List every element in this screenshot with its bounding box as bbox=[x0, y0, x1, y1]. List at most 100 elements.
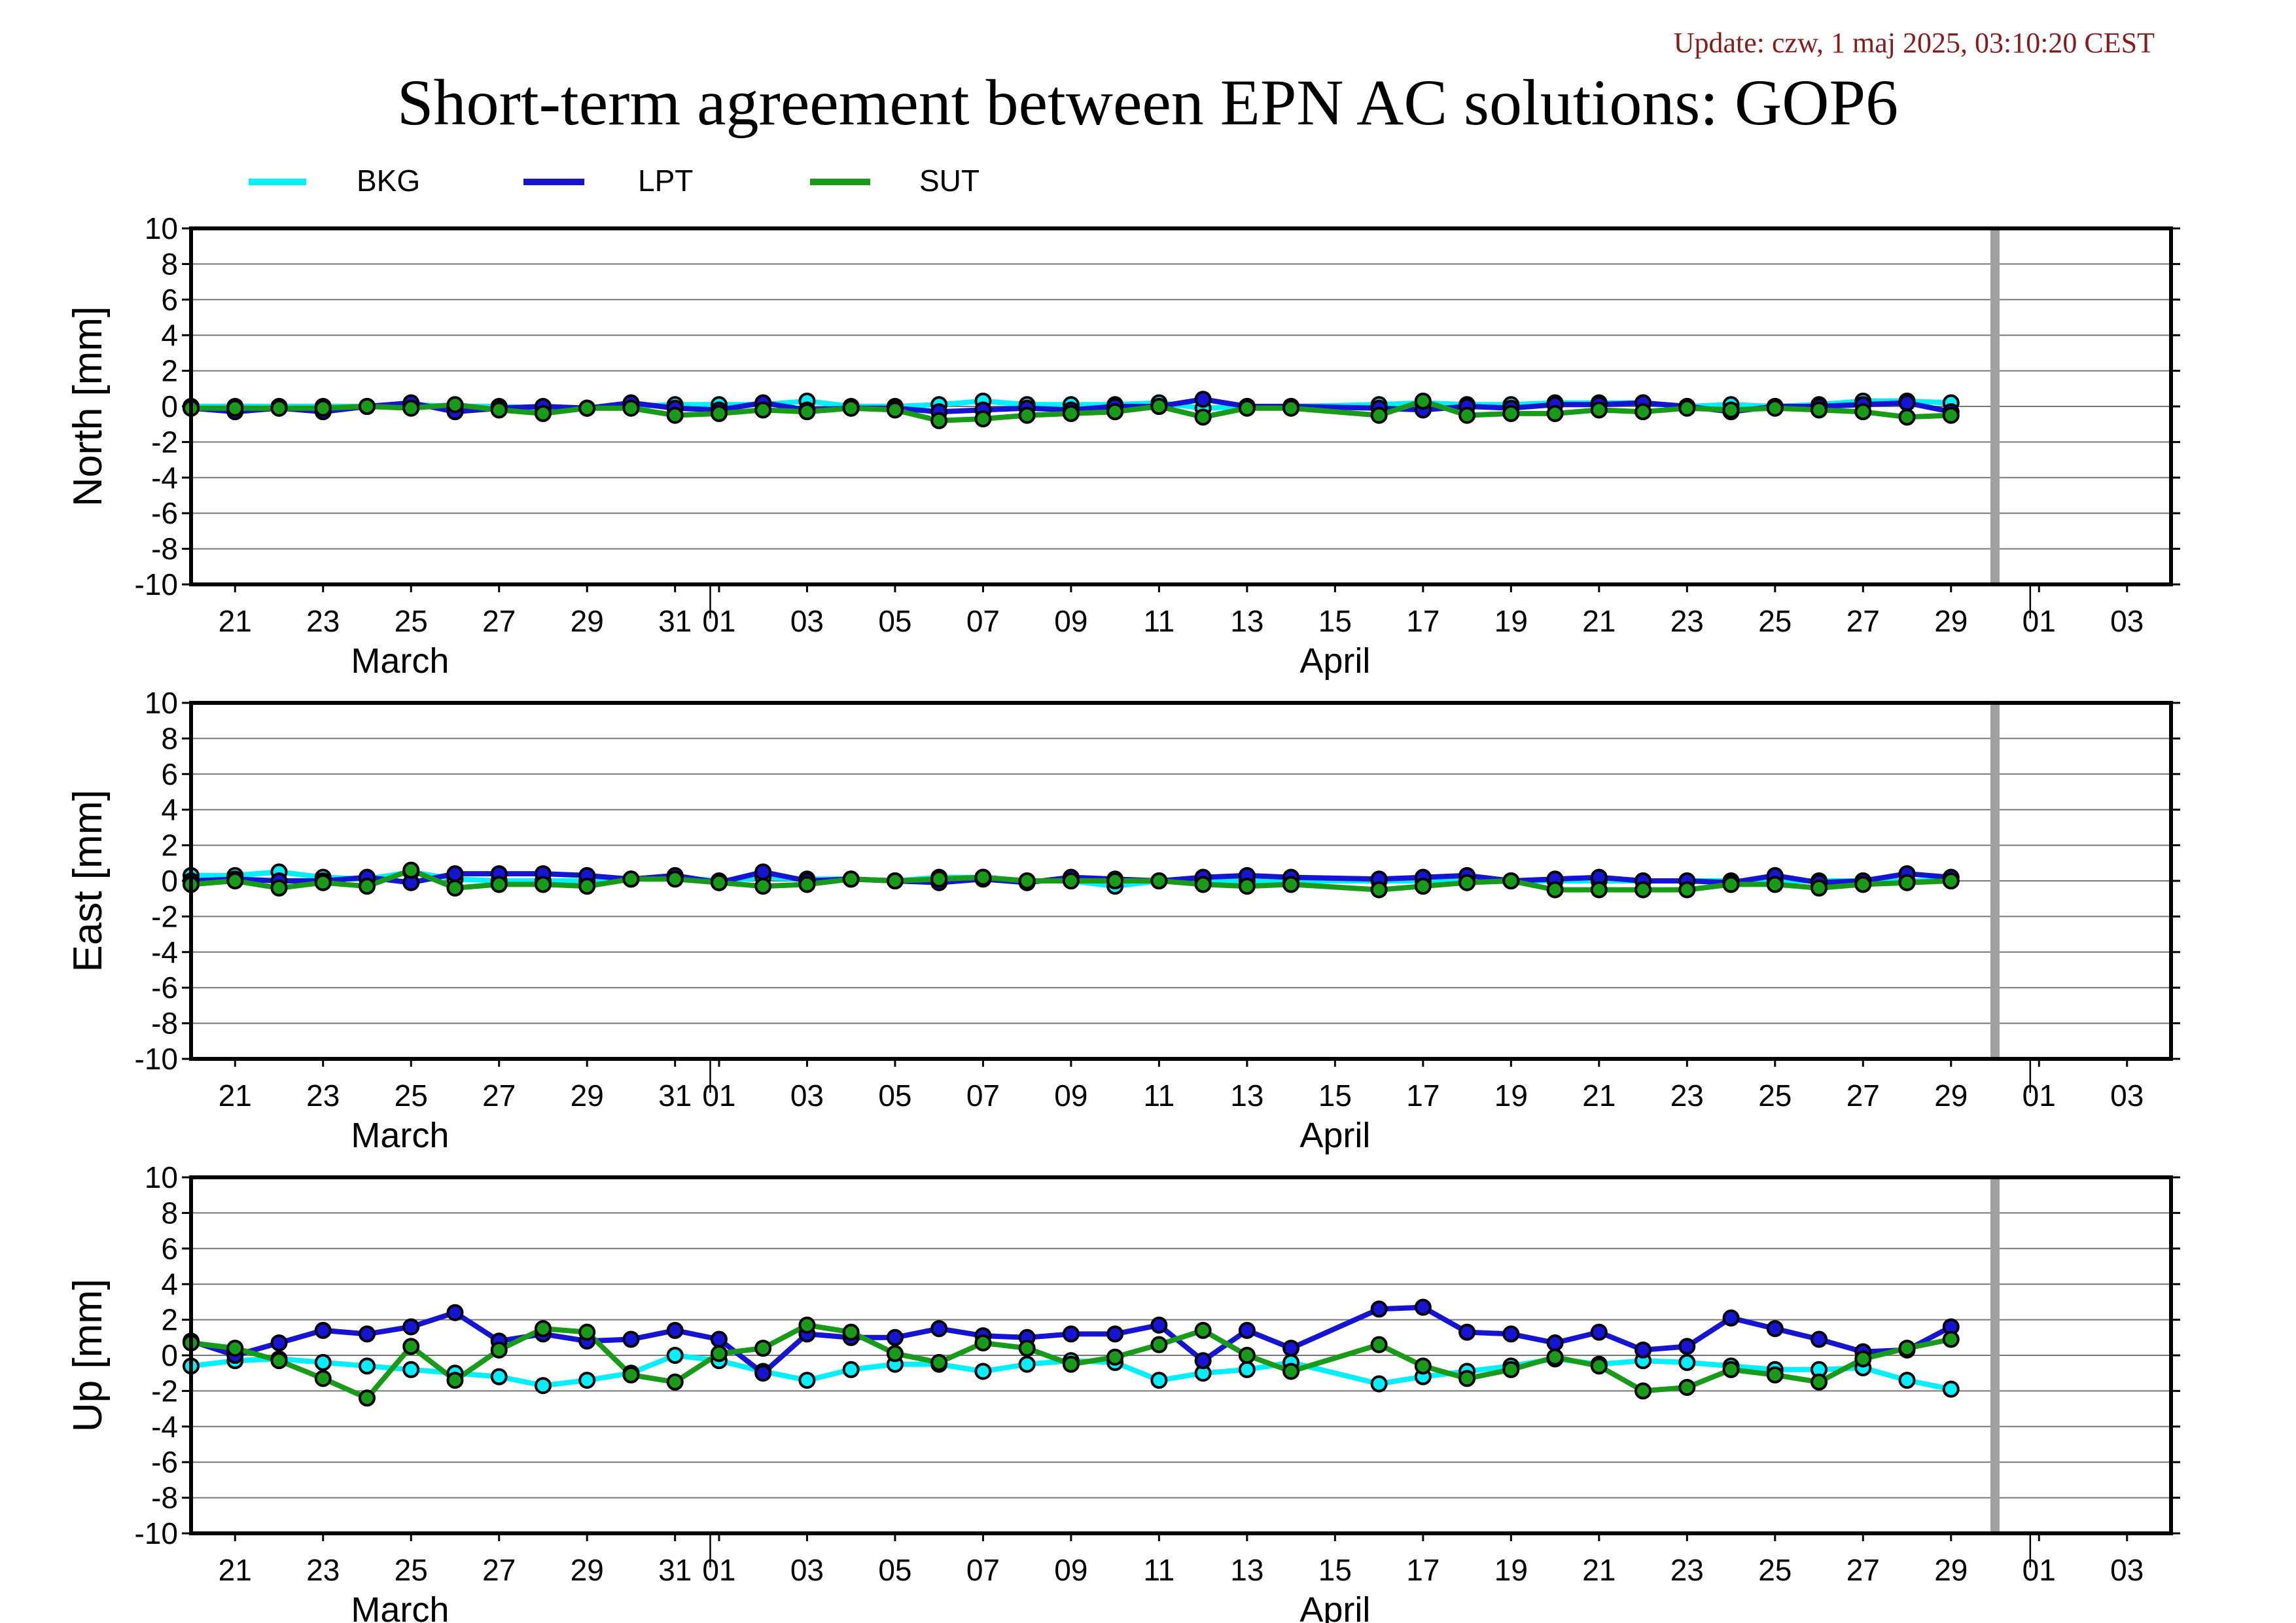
y-tick-label: -2 bbox=[151, 1374, 178, 1408]
data-point-lpt bbox=[1678, 1338, 1696, 1355]
data-point-sut bbox=[1370, 406, 1388, 424]
y-tick-label: -8 bbox=[151, 1481, 178, 1515]
data-point-lpt bbox=[886, 1329, 904, 1346]
data-point-sut bbox=[270, 879, 288, 897]
data-point-lpt bbox=[1766, 1320, 1784, 1338]
data-point-sut bbox=[710, 874, 728, 891]
data-point-sut bbox=[358, 398, 376, 415]
x-tick-label: 29 bbox=[571, 1553, 604, 1587]
data-point-sut bbox=[666, 406, 684, 424]
x-tick-label: 21 bbox=[219, 1079, 252, 1113]
x-tick-label: 19 bbox=[1494, 1079, 1528, 1113]
data-point-sut bbox=[358, 878, 376, 895]
data-point-sut bbox=[446, 396, 464, 414]
y-tick-label: -4 bbox=[151, 1410, 178, 1444]
data-point-sut bbox=[886, 1345, 904, 1363]
x-tick-label: 29 bbox=[1934, 1079, 1968, 1113]
legend-label-lpt: LPT bbox=[638, 164, 693, 198]
data-point-sut bbox=[1722, 876, 1740, 893]
data-point-sut bbox=[1546, 881, 1564, 899]
x-tick-label: 13 bbox=[1230, 1079, 1263, 1113]
data-point-sut bbox=[1194, 1321, 1212, 1339]
data-point-sut bbox=[710, 1345, 728, 1363]
data-point-bkg bbox=[1678, 1353, 1696, 1371]
data-point-lpt bbox=[1546, 1334, 1564, 1351]
data-point-sut bbox=[1106, 1348, 1124, 1366]
x-tick-label: 23 bbox=[306, 604, 340, 638]
data-point-bkg bbox=[1370, 1375, 1388, 1393]
data-point-sut bbox=[314, 399, 332, 417]
data-point-sut bbox=[1150, 1336, 1168, 1353]
data-point-sut bbox=[1150, 398, 1168, 415]
data-point-sut bbox=[1370, 881, 1388, 899]
data-point-lpt bbox=[446, 1304, 464, 1321]
x-tick-label: 01 bbox=[2022, 604, 2056, 638]
x-tick-label: 31 bbox=[658, 604, 692, 638]
data-point-lpt bbox=[622, 1330, 640, 1348]
data-point-lpt bbox=[1810, 1330, 1828, 1348]
y-axis-label: East [mm] bbox=[65, 789, 111, 972]
y-tick-label: 0 bbox=[161, 1338, 178, 1372]
data-point-sut bbox=[974, 410, 992, 428]
data-point-sut bbox=[842, 1323, 860, 1341]
data-point-sut bbox=[578, 399, 596, 417]
month-label: March bbox=[351, 1590, 449, 1623]
data-point-sut bbox=[1238, 878, 1256, 895]
x-tick-label: 11 bbox=[1143, 1079, 1174, 1113]
data-point-bkg bbox=[534, 1377, 552, 1395]
data-point-lpt bbox=[1062, 1325, 1080, 1343]
data-point-sut bbox=[446, 1372, 464, 1389]
data-point-sut bbox=[1766, 1366, 1784, 1383]
y-tick-label: 10 bbox=[145, 1160, 178, 1194]
x-tick-label: 01 bbox=[702, 1553, 735, 1587]
data-point-sut bbox=[1150, 872, 1168, 889]
x-tick-label: 21 bbox=[219, 604, 252, 638]
x-tick-label: 07 bbox=[966, 1553, 1000, 1587]
series-line-lpt bbox=[190, 397, 1952, 415]
data-point-sut bbox=[490, 401, 508, 419]
x-tick-label: 25 bbox=[395, 1553, 428, 1587]
data-point-sut bbox=[930, 870, 948, 888]
data-point-sut bbox=[886, 872, 904, 889]
data-point-lpt bbox=[1722, 1309, 1740, 1327]
x-tick-label: 21 bbox=[1582, 604, 1616, 638]
data-point-sut bbox=[622, 870, 640, 888]
month-label: April bbox=[1299, 641, 1370, 681]
x-tick-label: 11 bbox=[1143, 1553, 1174, 1587]
x-tick-label: 03 bbox=[790, 1553, 824, 1587]
data-point-sut bbox=[1546, 404, 1564, 422]
data-point-sut bbox=[798, 403, 816, 421]
data-point-sut bbox=[1194, 876, 1212, 893]
x-tick-label: 05 bbox=[878, 604, 911, 638]
data-point-sut bbox=[1458, 874, 1476, 891]
x-tick-label: 25 bbox=[1758, 604, 1792, 638]
x-tick-label: 09 bbox=[1054, 1553, 1087, 1587]
data-point-sut bbox=[1854, 403, 1872, 421]
data-point-sut bbox=[1414, 1357, 1432, 1375]
data-point-sut bbox=[974, 868, 992, 886]
data-point-sut bbox=[402, 1338, 420, 1355]
data-point-sut bbox=[1370, 1336, 1388, 1353]
x-tick-label: 17 bbox=[1406, 604, 1439, 638]
x-tick-label: 13 bbox=[1230, 604, 1263, 638]
x-tick-label: 15 bbox=[1318, 1079, 1352, 1113]
data-point-sut bbox=[754, 878, 772, 895]
x-tick-label: 03 bbox=[2110, 1553, 2144, 1587]
month-label: April bbox=[1299, 1116, 1370, 1155]
x-tick-label: 23 bbox=[1670, 604, 1704, 638]
y-tick-label: -10 bbox=[135, 1042, 178, 1076]
series-line-sut bbox=[190, 867, 1951, 893]
data-point-sut bbox=[314, 874, 332, 891]
data-point-sut bbox=[1458, 406, 1476, 424]
data-point-sut bbox=[1018, 1340, 1036, 1357]
data-point-lpt bbox=[270, 1334, 288, 1351]
x-tick-label: 15 bbox=[1318, 604, 1352, 638]
data-point-sut bbox=[1238, 1347, 1256, 1364]
data-point-sut bbox=[666, 870, 684, 888]
data-point-sut bbox=[1282, 876, 1300, 893]
data-point-lpt bbox=[1238, 1321, 1256, 1339]
y-tick-label: -10 bbox=[135, 1516, 178, 1550]
month-label: March bbox=[351, 1116, 449, 1155]
